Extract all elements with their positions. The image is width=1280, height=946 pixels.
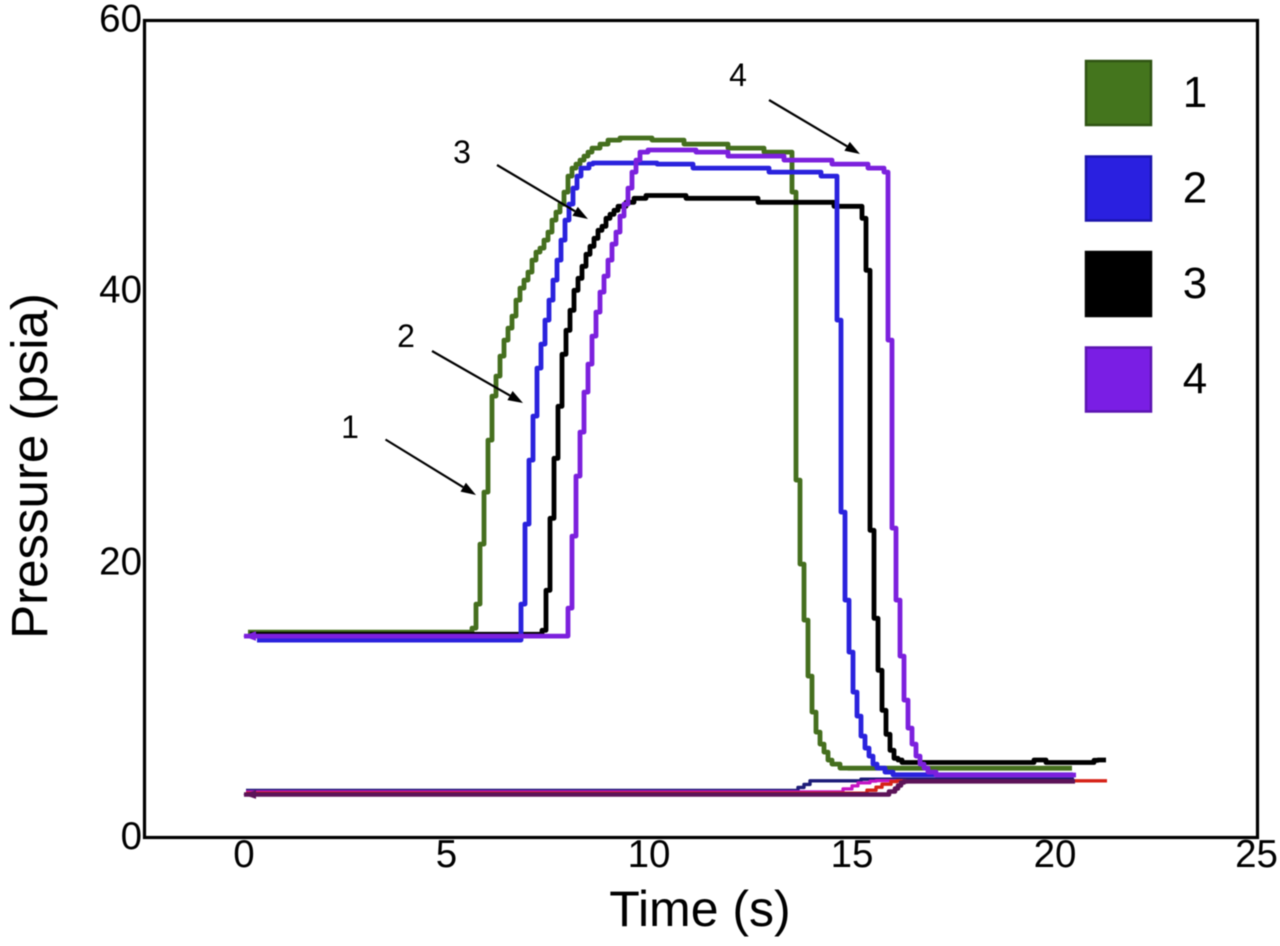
svg-text:Time (s): Time (s) <box>609 881 790 937</box>
svg-text:2: 2 <box>1183 164 1207 213</box>
svg-text:60: 60 <box>99 0 142 41</box>
svg-text:3: 3 <box>453 134 471 170</box>
svg-text:40: 40 <box>99 269 142 312</box>
svg-text:20: 20 <box>99 541 142 584</box>
svg-text:0: 0 <box>233 833 254 876</box>
svg-text:1: 1 <box>341 409 359 445</box>
svg-text:20: 20 <box>1034 833 1077 876</box>
svg-text:25: 25 <box>1235 833 1278 876</box>
svg-text:3: 3 <box>1183 259 1207 308</box>
svg-text:1: 1 <box>1183 68 1207 117</box>
svg-text:5: 5 <box>436 833 457 876</box>
svg-text:Pressure (psia): Pressure (psia) <box>1 293 58 639</box>
svg-text:0: 0 <box>121 815 142 858</box>
svg-text:10: 10 <box>628 833 671 876</box>
svg-text:4: 4 <box>1183 355 1207 404</box>
svg-text:4: 4 <box>729 57 747 93</box>
svg-text:15: 15 <box>831 833 874 876</box>
svg-text:2: 2 <box>397 318 415 354</box>
